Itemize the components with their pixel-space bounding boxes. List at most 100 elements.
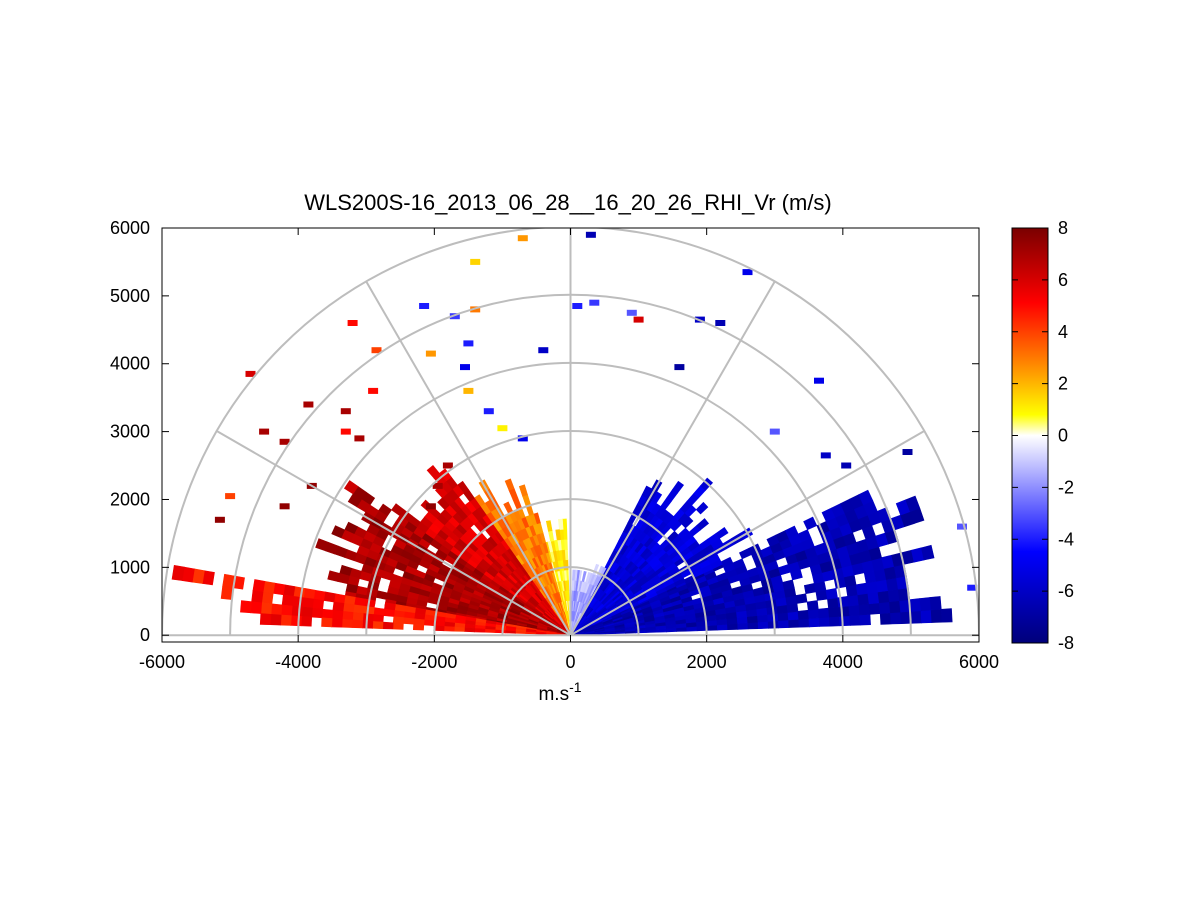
velocity-point <box>470 258 481 265</box>
velocity-cell <box>331 609 344 620</box>
velocity-cell <box>261 591 274 605</box>
velocity-cell <box>341 610 354 621</box>
velocity-cell <box>302 597 314 609</box>
velocity-cell <box>581 570 587 583</box>
velocity-cell <box>920 609 933 624</box>
velocity-cell <box>695 501 709 515</box>
velocity-cell <box>484 628 496 633</box>
velocity-cell <box>281 594 294 607</box>
velocity-cell <box>323 591 336 603</box>
velocity-cell <box>392 622 404 630</box>
velocity-cell <box>343 480 359 495</box>
velocity-cell <box>737 622 749 630</box>
velocity-cell <box>878 601 891 614</box>
velocity-cell <box>515 631 527 634</box>
velocity-cell <box>929 596 942 611</box>
velocity-cell <box>474 628 486 633</box>
velocity-cell <box>342 603 355 613</box>
velocity-cell <box>859 613 871 626</box>
velocity-cell <box>423 619 435 627</box>
velocity-cell <box>220 585 234 600</box>
velocity-cell <box>865 580 879 594</box>
velocity-cell <box>909 598 922 612</box>
velocity-cell <box>585 572 592 584</box>
velocity-point <box>245 370 256 377</box>
velocity-cell <box>727 623 739 631</box>
velocity-point <box>354 435 365 442</box>
velocity-cell <box>453 626 465 632</box>
velocity-cell <box>784 525 799 539</box>
colorbar-tick-label: -8 <box>1058 633 1074 653</box>
velocity-cell <box>171 564 185 581</box>
velocity-cell <box>293 586 306 599</box>
velocity-point <box>368 387 379 394</box>
velocity-cell <box>259 613 272 626</box>
velocity-cell <box>403 617 415 625</box>
velocity-cell <box>331 618 343 628</box>
velocity-point <box>674 364 685 371</box>
velocity-point <box>460 364 470 371</box>
velocity-cell <box>868 602 881 615</box>
velocity-cell <box>282 584 296 597</box>
colorbar-ticks: 8 6 4 2 0 -2 -4 -6 -8 <box>1012 218 1074 653</box>
velocity-cell <box>641 485 653 499</box>
sector-7 <box>171 564 567 636</box>
x-tick-label: -4000 <box>275 652 321 672</box>
velocity-cell <box>788 618 800 628</box>
velocity-cell <box>331 525 346 539</box>
velocity-point <box>538 347 549 354</box>
velocity-point <box>449 313 460 320</box>
velocity-cell <box>321 608 334 619</box>
velocity-point <box>497 425 508 432</box>
velocity-cell <box>262 580 276 594</box>
velocity-cell <box>797 609 810 620</box>
velocity-cell <box>311 607 324 619</box>
velocity-cell <box>504 478 515 491</box>
velocity-point <box>347 320 358 326</box>
velocity-cell <box>905 495 921 512</box>
y-tick-label: 3000 <box>110 422 150 442</box>
velocity-point <box>279 438 290 445</box>
velocity-cell <box>940 608 953 623</box>
velocity-point <box>589 299 600 306</box>
velocity-cell <box>747 621 759 630</box>
velocity-cell <box>798 618 810 628</box>
velocity-point <box>517 235 528 242</box>
velocity-point <box>225 493 236 500</box>
velocity-cell <box>301 606 313 618</box>
velocity-cell <box>838 605 850 617</box>
velocity-cell <box>341 618 353 628</box>
radial-line <box>569 280 776 636</box>
velocity-cell <box>412 623 425 631</box>
velocity-cell <box>910 610 922 624</box>
velocity-cell <box>270 603 283 616</box>
velocity-cell <box>557 518 564 530</box>
sector-0 <box>573 489 953 636</box>
velocity-cell <box>300 616 313 627</box>
y-axis: 0 1000 2000 3000 4000 5000 6000 <box>110 218 979 645</box>
velocity-cell <box>252 579 266 593</box>
colorbar-tick-label: -2 <box>1058 477 1074 497</box>
velocity-cell <box>303 588 316 600</box>
velocity-cell <box>494 629 506 634</box>
data-layer <box>171 231 978 636</box>
y-tick-label: 6000 <box>110 218 150 238</box>
velocity-point <box>340 408 351 415</box>
velocity-point <box>769 428 780 435</box>
velocity-point <box>742 269 753 276</box>
velocity-cell <box>383 608 395 617</box>
velocity-point <box>259 428 270 435</box>
velocity-cell <box>313 589 326 601</box>
x-axis-label-base: m.s <box>538 684 569 705</box>
velocity-point <box>715 320 726 326</box>
y-tick-label: 4000 <box>110 354 150 374</box>
velocity-point <box>463 387 474 394</box>
velocity-cell <box>372 614 384 623</box>
velocity-cell <box>518 484 528 497</box>
velocity-cell <box>847 594 860 607</box>
colorbar-tick-label: 0 <box>1058 426 1068 446</box>
x-tick-label: 2000 <box>687 652 727 672</box>
velocity-cell <box>392 616 405 624</box>
velocity-cell <box>671 480 685 494</box>
velocity-cell <box>787 610 800 621</box>
